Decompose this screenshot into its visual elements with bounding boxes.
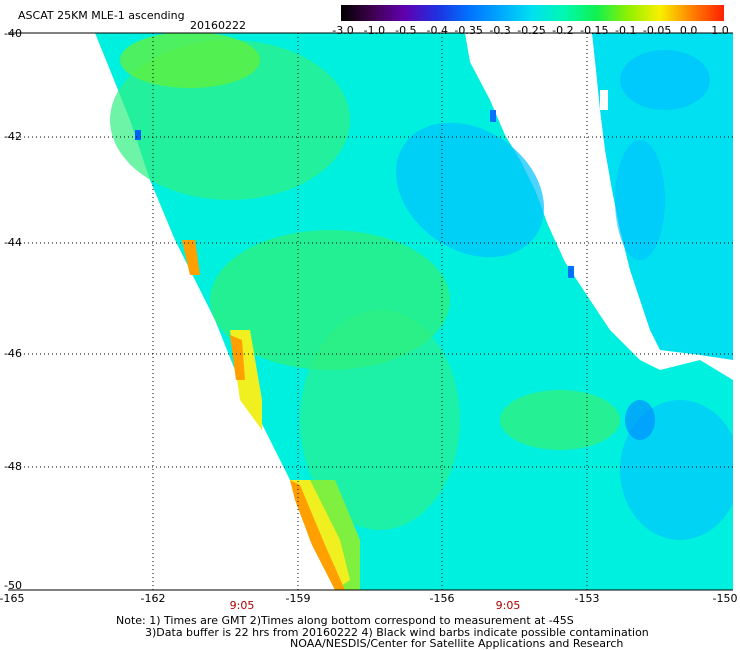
lat-label: -50 <box>4 579 22 592</box>
colorbar-tick-label: 1.0 <box>711 24 729 37</box>
swath-area <box>120 33 260 88</box>
swath-area <box>135 130 141 140</box>
swath-area <box>490 110 496 122</box>
map-title: ASCAT 25KM MLE-1 ascending <box>18 9 185 22</box>
colorbar-tick-label: -0.3 <box>489 24 511 37</box>
lon-label: -159 <box>285 592 311 605</box>
grid-lines <box>8 33 733 590</box>
colorbar-tick-label: -3.0 <box>332 24 354 37</box>
swath-area <box>182 240 200 275</box>
lat-label: -40 <box>4 27 22 40</box>
swath-area <box>290 480 345 590</box>
colorbar-tick-label: -0.4 <box>426 24 448 37</box>
lat-label: -46 <box>4 347 22 360</box>
colorbar-tick-label: -0.1 <box>615 24 637 37</box>
swath-area <box>600 90 608 110</box>
lat-label: -48 <box>4 460 22 473</box>
lat-label: -44 <box>4 236 22 249</box>
colorbar <box>341 5 724 21</box>
colorbar-tick-label: -0.15 <box>580 24 609 37</box>
note-line: 3)Data buffer is 22 hrs from 20160222 4)… <box>145 626 649 639</box>
colorbar-tick-label: -0.35 <box>454 24 483 37</box>
swath-area <box>395 122 545 258</box>
colorbar-tick-label: -0.5 <box>395 24 417 37</box>
lon-label: -153 <box>574 592 600 605</box>
time-label: 9:05 <box>495 599 521 612</box>
swath-area <box>568 266 574 278</box>
colorbar-tick-label: -0.05 <box>642 24 672 37</box>
lon-label: -165 <box>0 592 25 605</box>
note-line: Note: 1) Times are GMT 2)Times along bot… <box>116 614 574 627</box>
colorbar-tick-label: -0.2 <box>552 24 574 37</box>
lon-label: -162 <box>140 592 166 605</box>
swath-area <box>615 140 665 260</box>
swath-area <box>625 400 655 440</box>
lon-label: -150 <box>712 592 738 605</box>
note-line: NOAA/NESDIS/Center for Satellite Applica… <box>290 637 624 650</box>
colorbar-tick-label: -0.25 <box>517 24 546 37</box>
lat-label: -42 <box>4 130 22 143</box>
left-swath <box>95 33 733 590</box>
swath-area <box>230 335 245 380</box>
swath-area <box>500 390 620 450</box>
map-date: 20160222 <box>190 19 246 32</box>
lon-label: -156 <box>429 592 455 605</box>
time-label: 9:05 <box>229 599 255 612</box>
right-swath <box>592 33 733 360</box>
colorbar-tick-label: -1.0 <box>363 24 386 37</box>
swath-area <box>300 310 460 530</box>
swath-area <box>620 50 710 110</box>
colorbar-tick-label: 0.0 <box>679 24 698 37</box>
